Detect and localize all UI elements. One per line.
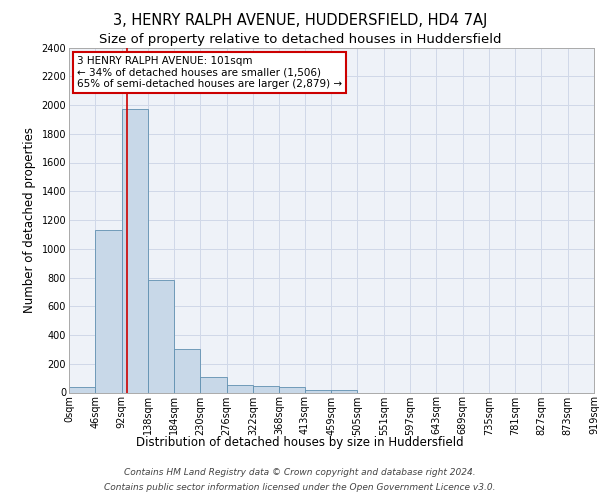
Bar — [148, 280, 174, 392]
Bar — [122, 110, 148, 393]
Text: Contains public sector information licensed under the Open Government Licence v3: Contains public sector information licen… — [104, 483, 496, 492]
Text: Contains HM Land Registry data © Crown copyright and database right 2024.: Contains HM Land Registry data © Crown c… — [124, 468, 476, 477]
Text: Size of property relative to detached houses in Huddersfield: Size of property relative to detached ho… — [99, 32, 501, 46]
Bar — [279, 388, 305, 392]
Text: 3, HENRY RALPH AVENUE, HUDDERSFIELD, HD4 7AJ: 3, HENRY RALPH AVENUE, HUDDERSFIELD, HD4… — [113, 12, 487, 28]
Bar — [331, 390, 358, 392]
Bar — [305, 390, 331, 392]
Bar — [69, 387, 95, 392]
Bar — [227, 386, 253, 392]
Text: 3 HENRY RALPH AVENUE: 101sqm
← 34% of detached houses are smaller (1,506)
65% of: 3 HENRY RALPH AVENUE: 101sqm ← 34% of de… — [77, 56, 342, 90]
Bar — [253, 386, 279, 392]
Bar — [200, 376, 227, 392]
Text: Distribution of detached houses by size in Huddersfield: Distribution of detached houses by size … — [136, 436, 464, 449]
Bar — [95, 230, 122, 392]
Bar — [174, 350, 200, 393]
Y-axis label: Number of detached properties: Number of detached properties — [23, 127, 36, 313]
